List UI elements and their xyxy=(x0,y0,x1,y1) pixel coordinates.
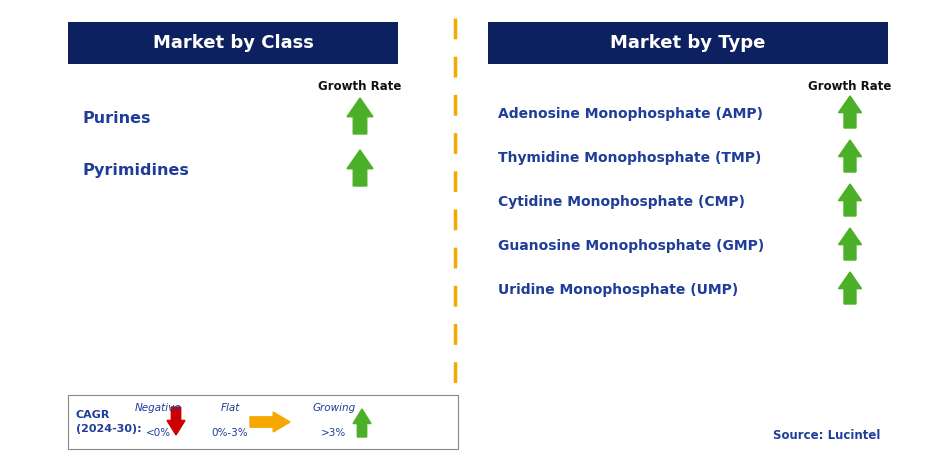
FancyBboxPatch shape xyxy=(68,395,458,449)
Text: Flat: Flat xyxy=(220,403,240,413)
Text: Market by Type: Market by Type xyxy=(610,34,766,52)
Text: Negative: Negative xyxy=(134,403,181,413)
Text: 0%-3%: 0%-3% xyxy=(212,428,248,438)
Polygon shape xyxy=(839,228,861,260)
Text: Cytidine Monophosphate (CMP): Cytidine Monophosphate (CMP) xyxy=(498,195,745,209)
Polygon shape xyxy=(353,409,371,437)
Polygon shape xyxy=(839,272,861,304)
Text: Purines: Purines xyxy=(82,111,150,125)
Text: Uridine Monophosphate (UMP): Uridine Monophosphate (UMP) xyxy=(498,283,738,297)
Text: Adenosine Monophosphate (AMP): Adenosine Monophosphate (AMP) xyxy=(498,107,763,121)
Text: Growing: Growing xyxy=(313,403,355,413)
Polygon shape xyxy=(839,140,861,172)
Text: Growth Rate: Growth Rate xyxy=(808,79,892,93)
Polygon shape xyxy=(347,98,373,134)
FancyBboxPatch shape xyxy=(68,22,398,64)
Text: Pyrimidines: Pyrimidines xyxy=(82,163,188,177)
Text: Guanosine Monophosphate (GMP): Guanosine Monophosphate (GMP) xyxy=(498,239,764,253)
Polygon shape xyxy=(839,184,861,216)
Polygon shape xyxy=(167,407,185,435)
Text: Thymidine Monophosphate (TMP): Thymidine Monophosphate (TMP) xyxy=(498,151,761,165)
Text: Market by Class: Market by Class xyxy=(153,34,313,52)
Text: <0%: <0% xyxy=(146,428,171,438)
Text: CAGR
(2024-30):: CAGR (2024-30): xyxy=(76,411,142,434)
FancyBboxPatch shape xyxy=(488,22,888,64)
Polygon shape xyxy=(839,96,861,128)
Text: Source: Lucintel: Source: Lucintel xyxy=(773,429,880,441)
Polygon shape xyxy=(250,412,290,432)
Text: >3%: >3% xyxy=(321,428,347,438)
Polygon shape xyxy=(347,150,373,186)
Text: Growth Rate: Growth Rate xyxy=(318,79,402,93)
